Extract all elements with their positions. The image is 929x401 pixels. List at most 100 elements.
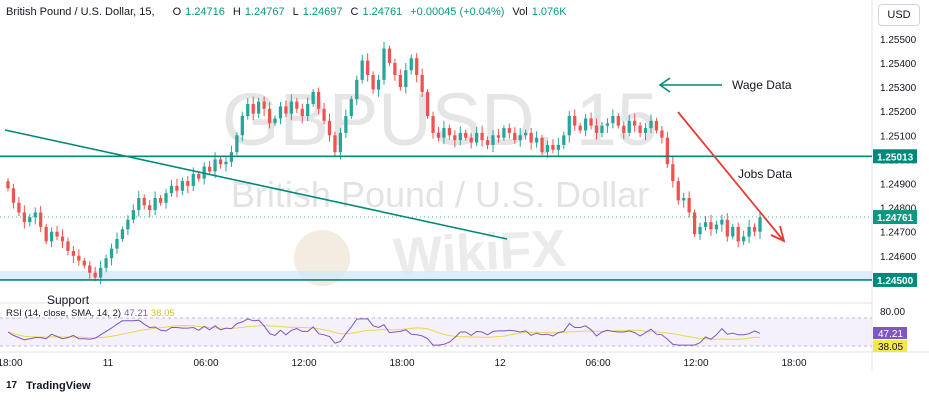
candle-body: [99, 267, 103, 278]
candle-body: [665, 137, 669, 165]
price-badge-text: 1.25013: [877, 152, 914, 163]
candle-body: [262, 101, 266, 109]
candle-body: [11, 188, 16, 203]
candle-body: [496, 135, 501, 138]
time-tick-label: 18:00: [0, 358, 23, 369]
candle-body: [415, 58, 419, 76]
candle-body: [485, 140, 490, 145]
jobs-data-arrow: [677, 111, 786, 243]
candle-body: [207, 166, 212, 172]
candle-body: [671, 164, 675, 182]
price-badge: [873, 210, 917, 225]
horizontal-levels[interactable]: 1.25013 1.24761 1.24500: [0, 149, 917, 287]
candle-body: [169, 185, 174, 194]
candle-body: [126, 219, 130, 230]
candle-body: [518, 135, 522, 141]
candle-body: [109, 248, 114, 259]
candle-body: [731, 226, 735, 237]
candle-body: [649, 120, 653, 129]
candle-body: [562, 135, 566, 145]
candle-body: [676, 181, 680, 201]
candle-body: [475, 132, 479, 143]
candle-body: [371, 75, 375, 90]
candle-body: [742, 236, 746, 242]
candle-body: [453, 135, 457, 141]
candle-body: [594, 125, 599, 133]
candle-body: [349, 99, 353, 117]
candle-body: [295, 101, 299, 109]
price-tick-label: 1.24700: [880, 228, 917, 239]
candle-body: [316, 91, 321, 109]
price-badge: [873, 272, 917, 287]
close-value: 1.24761: [362, 6, 403, 18]
low-value: 1.24697: [302, 6, 343, 18]
candle-body: [682, 197, 686, 201]
candle-body: [709, 222, 713, 230]
rsi-value-badge: [873, 327, 907, 339]
candle-body: [404, 70, 408, 88]
candle-body: [197, 173, 201, 179]
candle-body: [758, 217, 762, 232]
price-badge-text: 1.24500: [877, 276, 914, 287]
volume-value: 1.076K: [531, 6, 567, 18]
support-label: Support: [47, 293, 90, 307]
candle-body: [714, 224, 719, 230]
wage-data-label: Wage Data: [732, 78, 792, 92]
candle-body: [736, 226, 740, 242]
candle-body: [360, 60, 364, 80]
candle-body: [409, 58, 413, 71]
candle-body: [654, 120, 659, 131]
candle-body: [366, 60, 370, 76]
candle-body: [88, 265, 92, 273]
candle-body: [77, 255, 81, 261]
rsi-legend[interactable]: RSI (14, close, SMA, 14, 2) 47.21 38.05: [6, 308, 175, 319]
candle-body: [567, 116, 571, 136]
candle-body: [513, 132, 517, 141]
candle-body: [344, 116, 348, 133]
candle-body: [638, 125, 642, 133]
candle-body: [660, 130, 664, 138]
candle-body: [627, 120, 631, 133]
price-tick-label: 1.25200: [880, 107, 917, 118]
time-tick-label: 06:00: [585, 358, 610, 369]
candle-body: [164, 193, 168, 203]
candle-body: [273, 118, 277, 124]
candle-body: [687, 197, 691, 213]
candle-body: [148, 205, 152, 211]
candle-body: [44, 226, 48, 242]
candle-body: [175, 185, 179, 191]
price-tick-label: 1.25500: [880, 35, 917, 46]
candle-body: [213, 159, 217, 172]
time-tick-label: 06:00: [193, 358, 218, 369]
candle-body: [300, 108, 304, 117]
symbol-legend[interactable]: British Pound / U.S. Dollar, 15, O 1.2471…: [6, 6, 571, 18]
candle-body: [142, 197, 146, 206]
trend-line: [4, 129, 508, 240]
candle-body: [752, 226, 757, 232]
candle-body: [556, 144, 561, 150]
rsi-value-badge-text: 47.21: [878, 329, 903, 340]
candle-body: [267, 108, 272, 124]
candle-body: [82, 260, 86, 266]
support-band: [0, 271, 872, 280]
candle-body: [442, 128, 446, 138]
candle-body: [611, 116, 615, 124]
currency-button[interactable]: USD: [878, 4, 920, 26]
candle-body: [115, 238, 119, 249]
candle-body: [600, 125, 604, 133]
candle-body: [420, 75, 424, 92]
candle-body: [235, 135, 239, 153]
candle-body: [692, 212, 697, 235]
candle-body: [393, 62, 397, 76]
candle-body: [583, 118, 588, 131]
candle-body: [278, 106, 283, 119]
candle-body: [246, 103, 250, 117]
candle-body: [153, 197, 157, 211]
candle-body: [605, 123, 610, 126]
time-tick-label: 12:00: [291, 358, 316, 369]
tradingview-brand[interactable]: 17 TradingView: [6, 380, 91, 392]
time-tick-label: 12:00: [683, 358, 708, 369]
candle-body: [425, 91, 430, 117]
candle-body: [720, 219, 724, 225]
